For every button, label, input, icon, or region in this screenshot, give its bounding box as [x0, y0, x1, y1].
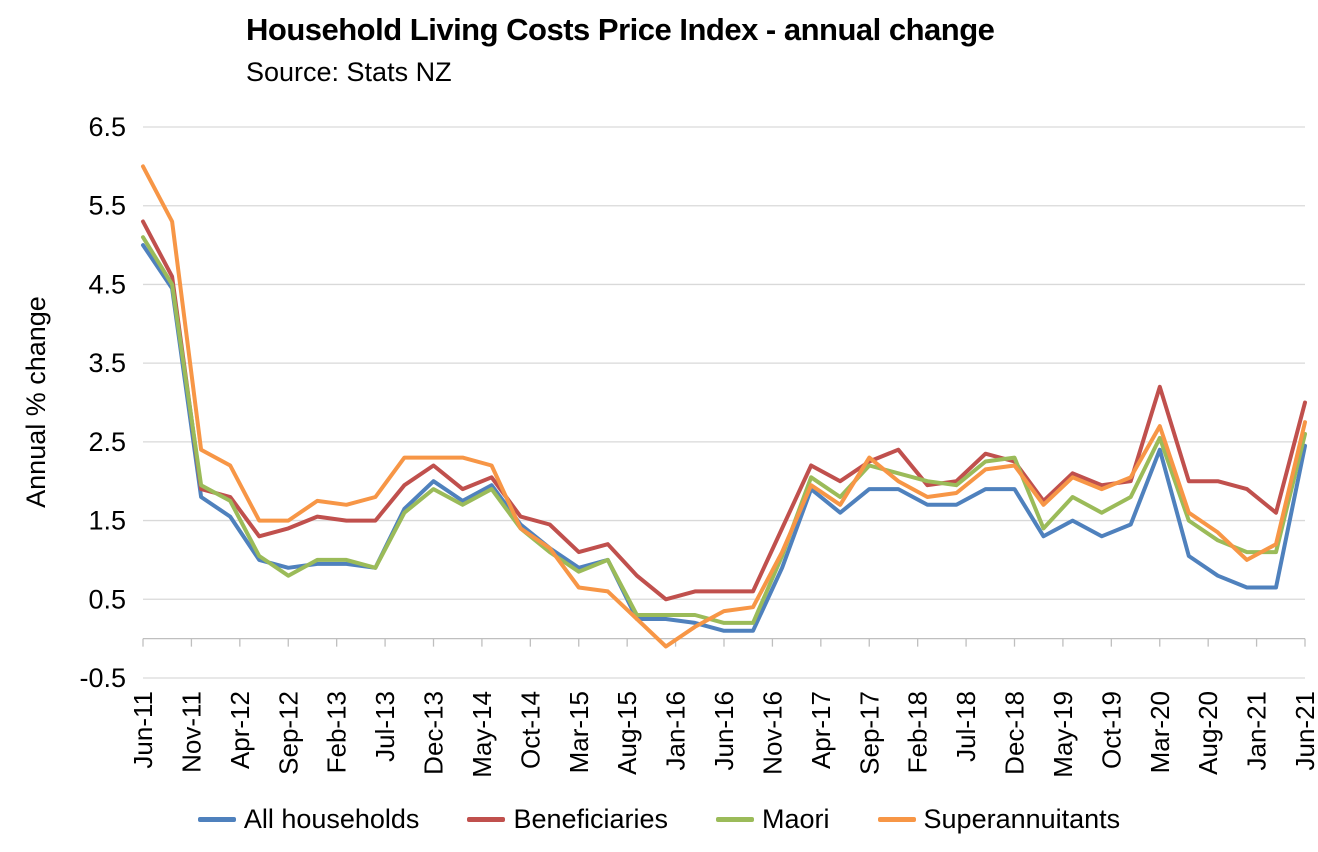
- x-tick-label: Sep-12: [273, 691, 303, 775]
- x-tick-label: Aug-20: [1193, 691, 1223, 775]
- legend-item-beneficiaries: Beneficiaries: [467, 804, 668, 835]
- y-tick-label: -0.5: [79, 663, 126, 693]
- legend-swatch: [716, 817, 755, 822]
- legend-item-superannuitants: Superannuitants: [877, 804, 1121, 835]
- legend-label: All households: [243, 804, 420, 834]
- x-tick-label: Nov-16: [757, 691, 787, 775]
- x-tick-label: Oct-19: [1096, 691, 1126, 769]
- x-tick-label: Apr-12: [225, 691, 255, 769]
- x-tick-label: May-19: [1048, 691, 1078, 778]
- x-tick-label: Jan-16: [661, 691, 691, 771]
- x-tick-label: Sep-17: [854, 691, 884, 775]
- legend-label: Maori: [762, 804, 830, 834]
- series-line-beneficiaries: [141, 219, 1307, 602]
- y-tick-label: 2.5: [88, 427, 126, 457]
- x-tick-label: Jul-13: [370, 691, 400, 762]
- y-tick-label: 4.5: [88, 269, 126, 299]
- legend-item-maori: Maori: [716, 804, 830, 835]
- x-tick-label: Nov-11: [176, 691, 206, 773]
- x-tick-label: Jun-16: [709, 691, 739, 771]
- legend-swatch: [197, 817, 236, 822]
- x-tick-label: Apr-17: [806, 691, 836, 769]
- legend-label: Beneficiaries: [513, 804, 669, 834]
- legend-label: Superannuitants: [923, 804, 1121, 834]
- y-tick-label: 1.5: [88, 506, 126, 536]
- x-tick-label: Jan-21: [1242, 691, 1272, 771]
- x-tick-label: Aug-15: [612, 691, 642, 775]
- legend-swatch: [877, 817, 916, 822]
- series-line-all-households: [141, 243, 1307, 633]
- series-line-superannuitants: [141, 164, 1307, 649]
- legend-swatch: [467, 817, 506, 822]
- x-tick-label: Jun-21: [1290, 691, 1318, 771]
- y-tick-label: 5.5: [88, 191, 126, 221]
- chart-title: Household Living Costs Price Index - ann…: [246, 12, 995, 47]
- x-tick-label: Jun-11: [128, 691, 158, 769]
- x-tick-label: Oct-14: [515, 691, 545, 769]
- y-tick-label: 3.5: [88, 348, 126, 378]
- x-tick-label: Mar-15: [564, 691, 594, 773]
- x-tick-label: Feb-18: [903, 691, 933, 773]
- legend-item-all-households: All households: [197, 804, 420, 835]
- series-line-maori: [141, 235, 1307, 625]
- x-tick-label: Jul-18: [951, 691, 981, 762]
- x-tick-label: Feb-13: [322, 691, 352, 773]
- chart-source: Source: Stats NZ: [246, 57, 452, 87]
- x-tick-label: Dec-13: [419, 691, 449, 775]
- x-tick-label: May-14: [467, 691, 497, 778]
- x-tick-label: Dec-18: [1000, 691, 1030, 775]
- y-tick-label: 0.5: [88, 584, 126, 614]
- x-tick-label: Mar-20: [1145, 691, 1175, 773]
- y-tick-label: 6.5: [88, 112, 126, 142]
- legend: All households Beneficiaries Maori Superann…: [0, 804, 1318, 835]
